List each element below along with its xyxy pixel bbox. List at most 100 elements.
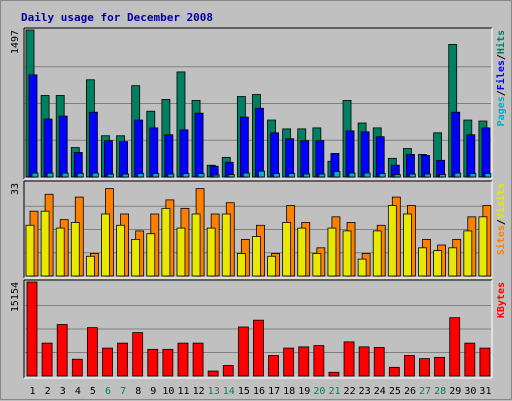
bar-kbytes-day-18 bbox=[283, 347, 295, 377]
bar-sites-day-26 bbox=[403, 213, 412, 277]
bar-sites-day-6 bbox=[101, 213, 110, 277]
bar-files-day-30 bbox=[466, 134, 476, 178]
bar-files-day-6 bbox=[104, 140, 113, 178]
x-tick-label-day-23: 23 bbox=[359, 386, 371, 397]
bar-pages-day-16 bbox=[258, 170, 265, 178]
bar-pages-day-18 bbox=[288, 173, 296, 178]
bar-pages-day-8 bbox=[137, 173, 145, 178]
bar-sites-day-2 bbox=[40, 210, 50, 277]
bar-sites-day-4 bbox=[70, 222, 80, 277]
bar-pages-day-19 bbox=[303, 173, 311, 178]
bar-pages-day-10 bbox=[167, 173, 175, 178]
x-tick-label-day-7: 7 bbox=[120, 386, 126, 397]
x-tick-label-day-21: 21 bbox=[328, 386, 340, 397]
chart-title: Daily usage for December 2008 bbox=[21, 11, 213, 24]
bar-files-day-11 bbox=[179, 129, 189, 178]
bar-pages-day-2 bbox=[46, 172, 54, 178]
bar-files-day-2 bbox=[43, 118, 53, 178]
bar-kbytes-day-15 bbox=[237, 326, 249, 377]
x-tick-label-day-17: 17 bbox=[268, 386, 280, 397]
bar-pages-day-27 bbox=[424, 173, 431, 178]
bar-kbytes-day-28 bbox=[434, 356, 446, 377]
bar-kbytes-day-8 bbox=[132, 332, 144, 377]
bar-sites-day-12 bbox=[191, 213, 201, 277]
x-tick-label-day-4: 4 bbox=[75, 386, 81, 397]
legend-entry-visits: Visits bbox=[495, 183, 507, 219]
bar-sites-day-17 bbox=[267, 255, 276, 277]
bar-pages-day-20 bbox=[318, 173, 326, 178]
x-tick-label-day-14: 14 bbox=[223, 386, 235, 397]
bar-pages-day-30 bbox=[469, 173, 477, 178]
x-tick-label-day-9: 9 bbox=[150, 386, 156, 397]
bar-pages-day-1 bbox=[31, 172, 39, 178]
bar-kbytes-day-2 bbox=[41, 342, 53, 377]
bar-files-day-10 bbox=[164, 134, 174, 178]
bar-pages-day-9 bbox=[152, 173, 160, 178]
bar-kbytes-day-13 bbox=[207, 370, 219, 377]
bar-pages-day-29 bbox=[454, 172, 462, 178]
x-tick-label-day-16: 16 bbox=[253, 386, 265, 397]
bar-kbytes-day-4 bbox=[71, 358, 83, 377]
bar-pages-day-21 bbox=[333, 171, 341, 178]
bar-files-day-16 bbox=[255, 107, 264, 178]
legend-entry-separator: / bbox=[496, 54, 507, 60]
bar-files-day-7 bbox=[119, 141, 128, 178]
x-tick-label-day-31: 31 bbox=[479, 386, 491, 397]
panel-bot-legend: KBytes bbox=[496, 282, 507, 318]
bar-pages-day-17 bbox=[273, 173, 280, 178]
bar-sites-day-25 bbox=[387, 205, 397, 277]
bar-sites-day-10 bbox=[161, 207, 171, 277]
x-tick-label-day-30: 30 bbox=[464, 386, 476, 397]
bar-pages-day-7 bbox=[122, 173, 129, 178]
x-tick-label-day-28: 28 bbox=[434, 386, 446, 397]
x-tick-label-day-12: 12 bbox=[193, 386, 205, 397]
bar-sites-day-3 bbox=[55, 227, 65, 277]
bar-sites-day-1 bbox=[25, 224, 35, 277]
bar-kbytes-day-23 bbox=[358, 346, 370, 377]
x-tick-label-day-22: 22 bbox=[344, 386, 356, 397]
x-tick-label-day-5: 5 bbox=[90, 386, 96, 397]
bar-kbytes-day-19 bbox=[298, 346, 310, 377]
x-tick-label-day-19: 19 bbox=[298, 386, 310, 397]
x-tick-label-day-11: 11 bbox=[177, 386, 189, 397]
panel-mid-legend: Sites/Visits bbox=[495, 183, 507, 255]
bar-files-day-29 bbox=[451, 111, 461, 178]
bar-sites-day-23 bbox=[357, 258, 367, 277]
bar-sites-day-24 bbox=[372, 230, 382, 277]
bar-files-day-20 bbox=[315, 140, 325, 178]
bar-sites-day-29 bbox=[448, 247, 458, 277]
bar-sites-day-5 bbox=[85, 255, 95, 277]
bar-files-day-3 bbox=[58, 115, 68, 178]
bar-pages-day-12 bbox=[197, 173, 205, 178]
bar-kbytes-day-20 bbox=[313, 345, 325, 377]
bar-sites-day-19 bbox=[297, 227, 307, 277]
panel-top-max-label: 1497 bbox=[10, 30, 21, 54]
x-tick-label-day-2: 2 bbox=[45, 386, 51, 397]
bar-sites-day-31 bbox=[478, 216, 488, 277]
bar-kbytes-day-12 bbox=[192, 342, 204, 377]
bar-kbytes-day-9 bbox=[147, 348, 159, 377]
bar-files-day-15 bbox=[239, 116, 249, 178]
bar-kbytes-day-16 bbox=[253, 319, 264, 377]
bar-sites-day-30 bbox=[463, 230, 473, 277]
x-tick-label-day-15: 15 bbox=[238, 386, 250, 397]
bar-pages-day-31 bbox=[484, 173, 492, 178]
bar-sites-day-13 bbox=[206, 227, 216, 277]
x-tick-label-day-6: 6 bbox=[105, 386, 111, 397]
bar-pages-day-13 bbox=[212, 174, 220, 178]
bar-files-day-8 bbox=[134, 119, 144, 178]
bar-kbytes-day-31 bbox=[479, 347, 491, 377]
bar-pages-day-15 bbox=[242, 172, 250, 178]
bar-pages-day-3 bbox=[61, 172, 69, 178]
bar-kbytes-day-26 bbox=[404, 355, 415, 377]
x-tick-label-day-18: 18 bbox=[283, 386, 295, 397]
bar-kbytes-day-24 bbox=[373, 347, 385, 377]
panel-mid-max-label: 33 bbox=[10, 183, 21, 195]
x-tick-label-day-10: 10 bbox=[162, 386, 174, 397]
x-tick-label-day-29: 29 bbox=[449, 386, 461, 397]
bar-pages-day-22 bbox=[348, 172, 356, 178]
legend-entry-kbytes: KBytes bbox=[496, 282, 507, 318]
x-tick-label-day-13: 13 bbox=[208, 386, 220, 397]
bar-pages-day-25 bbox=[393, 174, 401, 178]
